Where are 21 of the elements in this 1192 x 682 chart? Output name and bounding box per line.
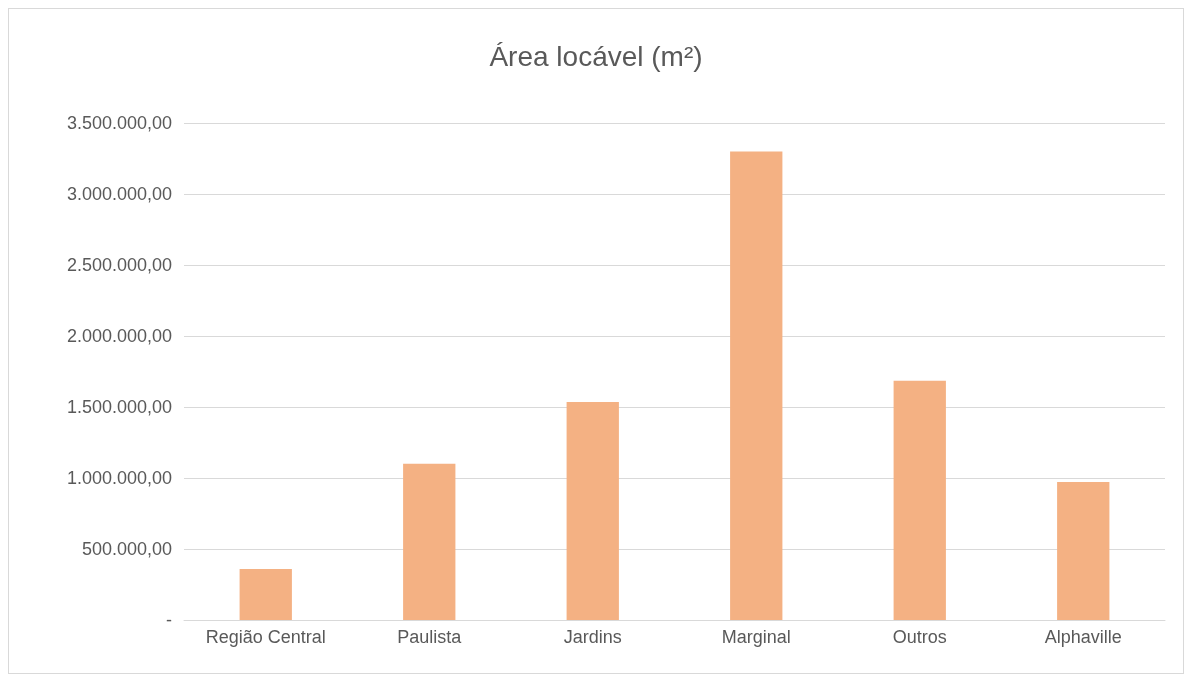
y-tick-label: -: [166, 610, 172, 630]
bar: [730, 151, 783, 620]
x-tick-label: Outros: [892, 627, 947, 647]
y-tick-label: 1.500.000,00: [66, 397, 172, 417]
bar: [1057, 482, 1110, 620]
y-tick-label: 500.000,00: [81, 539, 172, 559]
y-tick-label: 3.500.000,00: [66, 113, 172, 133]
y-tick-label: 3.000.000,00: [66, 184, 172, 204]
x-tick-label: Marginal: [721, 627, 791, 647]
x-tick-label: Paulista: [397, 627, 463, 647]
chart-title: Área locável (m²): [489, 40, 703, 72]
x-tick-label: Alphaville: [1044, 627, 1122, 647]
bar: [893, 380, 946, 620]
y-tick-label: 2.000.000,00: [66, 326, 172, 346]
y-tick-label: 2.500.000,00: [66, 255, 172, 275]
bar: [403, 463, 456, 620]
bar: [239, 568, 292, 620]
bar: [566, 402, 619, 620]
x-tick-label: Região Central: [205, 627, 326, 647]
y-tick-label: 1.000.000,00: [66, 468, 172, 488]
x-tick-label: Jardins: [563, 627, 622, 647]
